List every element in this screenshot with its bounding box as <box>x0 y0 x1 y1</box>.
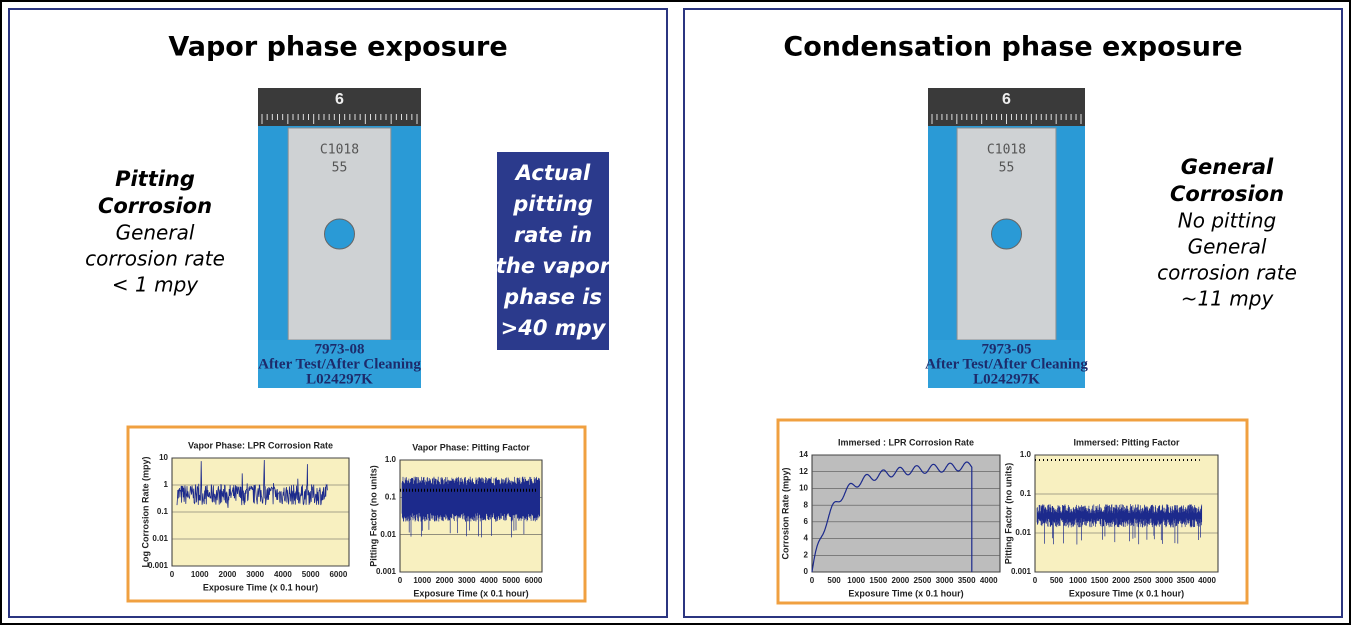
y-tick-label: 0.1 <box>157 507 169 516</box>
callout-line: phase is <box>503 285 602 309</box>
chart-title: Vapor Phase: Pitting Factor <box>412 442 530 452</box>
photo-caption: 7973-05 <box>982 341 1032 357</box>
x-tick-label: 5000 <box>502 576 520 585</box>
x-tick-label: 6000 <box>525 576 543 585</box>
engraving: 55 <box>999 161 1015 176</box>
x-tick-label: 3500 <box>1177 576 1195 585</box>
photo-caption: L024297K <box>306 371 373 387</box>
note-line: corrosion rate <box>85 247 225 271</box>
y-axis-label: Pitting Factor (no units) <box>1003 463 1013 565</box>
x-tick-label: 2000 <box>1112 576 1130 585</box>
note-line: corrosion rate <box>1157 261 1297 285</box>
y-tick-label: 8 <box>804 500 809 509</box>
ruler-label: 6 <box>1002 91 1011 108</box>
x-tick-label: 2000 <box>891 576 909 585</box>
y-tick-label: 14 <box>799 450 808 459</box>
coupon-hole <box>325 219 355 249</box>
y-tick-label: 1.0 <box>385 455 397 464</box>
y-tick-label: 0.001 <box>1011 567 1032 576</box>
x-tick-label: 1000 <box>847 576 865 585</box>
engraving: C1018 <box>987 143 1026 158</box>
x-tick-label: 0 <box>170 570 175 579</box>
x-tick-label: 500 <box>1050 576 1064 585</box>
note-line: < 1 mpy <box>112 273 199 297</box>
y-axis-label: Pitting Factor (no units) <box>368 465 378 567</box>
x-tick-label: 2000 <box>219 570 237 579</box>
y-tick-label: 2 <box>804 550 809 559</box>
panel-title: Vapor phase exposure <box>168 32 507 63</box>
x-tick-label: 3000 <box>246 570 264 579</box>
note-line: ~11 mpy <box>1181 287 1275 311</box>
callout-line: rate in <box>514 223 592 247</box>
chart-title: Vapor Phase: LPR Corrosion Rate <box>188 440 333 450</box>
x-tick-label: 1500 <box>869 576 887 585</box>
x-tick-label: 5000 <box>302 570 320 579</box>
x-axis-label: Exposure Time (x 0.1 hour) <box>203 582 318 592</box>
y-tick-label: 4 <box>804 534 809 543</box>
callout-line: >40 mpy <box>501 316 607 340</box>
x-axis-label: Exposure Time (x 0.1 hour) <box>413 588 528 598</box>
y-tick-label: 10 <box>799 484 808 493</box>
note-heading: Corrosion <box>1170 182 1284 206</box>
y-tick-label: 0.01 <box>152 534 168 543</box>
x-tick-label: 0 <box>398 576 403 585</box>
y-tick-label: 0.001 <box>376 567 397 576</box>
y-axis-label: Corrosion Rate (mpy) <box>780 467 790 559</box>
y-tick-label: 12 <box>799 467 808 476</box>
ruler-label: 6 <box>335 91 344 108</box>
x-tick-label: 1500 <box>1091 576 1109 585</box>
slide: Vapor phase exposure6C1018557973-08After… <box>0 0 1351 625</box>
x-tick-label: 3000 <box>936 576 954 585</box>
y-tick-label: 1.0 <box>1020 450 1032 459</box>
callout-line: the vapor <box>496 254 612 278</box>
x-tick-label: 3500 <box>958 576 976 585</box>
note-line: No pitting <box>1178 209 1276 233</box>
panel-title: Condensation phase exposure <box>783 32 1242 63</box>
engraving: 55 <box>332 161 348 176</box>
x-tick-label: 4000 <box>480 576 498 585</box>
x-tick-label: 1000 <box>413 576 431 585</box>
callout-line: Actual <box>514 161 591 185</box>
x-tick-label: 3000 <box>1155 576 1173 585</box>
photo-caption: After Test/After Cleaning <box>925 356 1088 372</box>
x-tick-label: 1000 <box>191 570 209 579</box>
y-tick-label: 0.1 <box>1020 489 1032 498</box>
photo-caption: L024297K <box>973 371 1040 387</box>
x-tick-label: 4000 <box>1198 576 1216 585</box>
y-tick-label: 1 <box>164 480 169 489</box>
photo-caption: After Test/After Cleaning <box>258 356 421 372</box>
y-tick-label: 0 <box>804 567 809 576</box>
x-tick-label: 4000 <box>980 576 998 585</box>
note-heading: Corrosion <box>98 194 212 218</box>
callout-line: pitting <box>512 192 593 216</box>
x-tick-label: 3000 <box>458 576 476 585</box>
coupon-hole <box>992 219 1022 249</box>
y-tick-label: 6 <box>804 517 809 526</box>
note-heading: Pitting <box>115 167 195 191</box>
x-tick-label: 2500 <box>914 576 932 585</box>
y-tick-label: 0.001 <box>148 561 169 570</box>
x-tick-label: 2000 <box>436 576 454 585</box>
x-tick-label: 6000 <box>329 570 347 579</box>
photo-caption: 7973-08 <box>315 341 365 357</box>
y-tick-label: 0.01 <box>380 530 396 539</box>
x-tick-label: 0 <box>1033 576 1038 585</box>
engraving: C1018 <box>320 143 359 158</box>
note-line: General <box>116 221 195 245</box>
chart-title: Immersed : LPR Corrosion Rate <box>838 437 974 447</box>
note-line: General <box>1188 235 1267 259</box>
note-heading: General <box>1181 155 1274 179</box>
x-tick-label: 500 <box>827 576 841 585</box>
chart-title: Immersed: Pitting Factor <box>1073 437 1180 447</box>
x-tick-label: 2500 <box>1134 576 1152 585</box>
x-tick-label: 0 <box>810 576 815 585</box>
x-axis-label: Exposure Time (x 0.1 hour) <box>848 588 963 598</box>
y-tick-label: 0.1 <box>385 492 397 501</box>
y-tick-label: 0.01 <box>1015 528 1031 537</box>
x-tick-label: 4000 <box>274 570 292 579</box>
y-tick-label: 10 <box>159 453 168 462</box>
x-axis-label: Exposure Time (x 0.1 hour) <box>1069 588 1184 598</box>
x-tick-label: 1000 <box>1069 576 1087 585</box>
y-axis-label: Log Corrosion Rate (mpy) <box>140 456 150 567</box>
